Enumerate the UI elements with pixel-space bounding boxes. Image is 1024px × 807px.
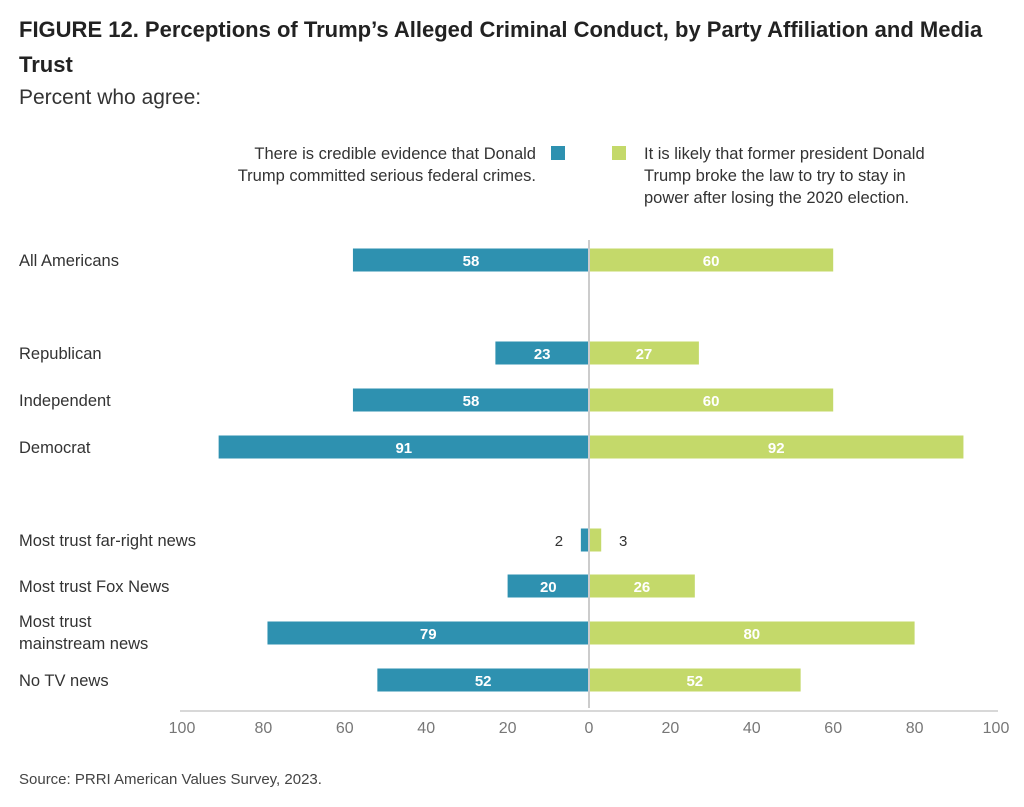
data-label-broke-law: 80 bbox=[743, 626, 760, 643]
data-label-credible-evidence: 2 bbox=[555, 533, 563, 550]
data-label-credible-evidence: 20 bbox=[540, 579, 557, 596]
bar-credible-evidence bbox=[352, 388, 589, 412]
legend-line: There is credible evidence that Donald bbox=[254, 145, 536, 163]
data-label-broke-law: 26 bbox=[634, 579, 651, 596]
bar-credible-evidence bbox=[495, 341, 589, 365]
data-label-credible-evidence: 58 bbox=[463, 253, 480, 270]
data-label-credible-evidence: 23 bbox=[534, 346, 551, 363]
data-label-broke-law: 3 bbox=[619, 533, 627, 550]
data-label-broke-law: 60 bbox=[703, 253, 720, 270]
legend-label-credible-evidence: There is credible evidence that Donald T… bbox=[176, 143, 536, 187]
x-tick-label: 20 bbox=[499, 720, 517, 737]
data-label-credible-evidence: 79 bbox=[420, 626, 437, 643]
bar-broke-law bbox=[589, 388, 834, 412]
x-tick-label: 20 bbox=[662, 720, 680, 737]
category-label-mainstream-news: Most trust mainstream news bbox=[19, 611, 148, 655]
legend-line: It is likely that former president Donal… bbox=[644, 145, 925, 163]
x-tick-label: 0 bbox=[585, 720, 594, 737]
chart-title: FIGURE 12. Perceptions of Trump’s Allege… bbox=[19, 17, 983, 77]
bar-credible-evidence bbox=[218, 435, 589, 459]
x-tick-label: 100 bbox=[983, 720, 1010, 737]
bar-credible-evidence bbox=[377, 668, 589, 692]
x-tick-label: 80 bbox=[906, 720, 924, 737]
legend-label-broke-law: It is likely that former president Donal… bbox=[644, 143, 984, 209]
x-tick-label: 80 bbox=[255, 720, 273, 737]
category-label-all-americans: All Americans bbox=[19, 252, 119, 270]
data-label-broke-law: 92 bbox=[768, 440, 785, 457]
x-tick-label: 40 bbox=[743, 720, 761, 737]
x-tick-label: 60 bbox=[824, 720, 842, 737]
data-label-broke-law: 52 bbox=[686, 673, 703, 690]
category-label-no-tv-news: No TV news bbox=[19, 672, 109, 690]
bar-credible-evidence bbox=[267, 621, 589, 645]
bar-credible-evidence bbox=[507, 574, 589, 598]
x-tick-label: 40 bbox=[417, 720, 435, 737]
data-label-credible-evidence: 91 bbox=[395, 440, 412, 457]
category-label-democrat: Democrat bbox=[19, 439, 91, 457]
data-label-credible-evidence: 58 bbox=[463, 393, 480, 410]
category-label-fox-news: Most trust Fox News bbox=[19, 578, 170, 596]
category-label-republican: Republican bbox=[19, 345, 102, 363]
chart-subtitle: Percent who agree: bbox=[19, 86, 202, 109]
bar-broke-law bbox=[589, 341, 699, 365]
legend-line: Trump broke the law to try to stay in bbox=[644, 167, 906, 185]
data-label-credible-evidence: 52 bbox=[475, 673, 492, 690]
bar-broke-law bbox=[589, 248, 834, 272]
source-note: Source: PRRI American Values Survey, 202… bbox=[19, 771, 322, 788]
category-label-line: mainstream news bbox=[19, 635, 149, 653]
bar-broke-law bbox=[589, 574, 695, 598]
bar-broke-law bbox=[589, 435, 964, 459]
data-label-broke-law: 60 bbox=[703, 393, 720, 410]
bar-credible-evidence bbox=[352, 248, 589, 272]
category-label-far-right-news: Most trust far-right news bbox=[19, 532, 196, 550]
bar-credible-evidence bbox=[580, 528, 589, 552]
bar-broke-law bbox=[589, 668, 801, 692]
bar-broke-law bbox=[589, 621, 915, 645]
legend-line: Trump committed serious federal crimes. bbox=[237, 167, 536, 185]
x-tick-label: 100 bbox=[169, 720, 196, 737]
data-label-broke-law: 27 bbox=[636, 346, 653, 363]
bar-broke-law bbox=[589, 528, 602, 552]
legend-swatch-broke-law bbox=[612, 146, 626, 160]
legend-swatch-credible-evidence bbox=[551, 146, 565, 160]
x-tick-label: 60 bbox=[336, 720, 354, 737]
category-label-independent: Independent bbox=[19, 392, 111, 410]
legend-line: power after losing the 2020 election. bbox=[644, 189, 910, 207]
category-label-line: Most trust bbox=[19, 613, 92, 631]
